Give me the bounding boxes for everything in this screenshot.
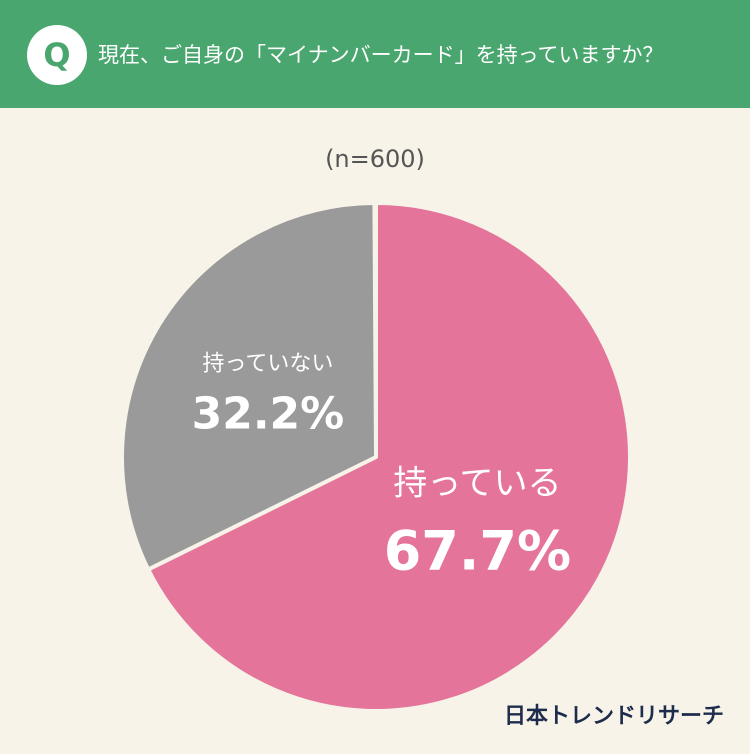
- pie-slice: [120, 201, 378, 572]
- source: 日本トレンドリサーチ: [504, 704, 724, 729]
- labels: 持っている 67.7% 持っていない 32.2%: [192, 351, 571, 582]
- slice-label: 持っている: [393, 464, 561, 504]
- badge-circle: [27, 25, 87, 85]
- pie-slice: [146, 201, 632, 713]
- chart-subtitle: (n=600): [325, 145, 425, 173]
- pie: [120, 201, 632, 713]
- value-label: 67.7%: [384, 520, 571, 583]
- chart-title: 現在、ご自身の「マイナンバーカード」を持っていますか？: [98, 43, 664, 67]
- slice-label: 持っていない: [202, 351, 333, 376]
- header-bar: [0, 0, 750, 108]
- badge: Q: [43, 36, 70, 74]
- value-label: 32.2%: [192, 388, 345, 439]
